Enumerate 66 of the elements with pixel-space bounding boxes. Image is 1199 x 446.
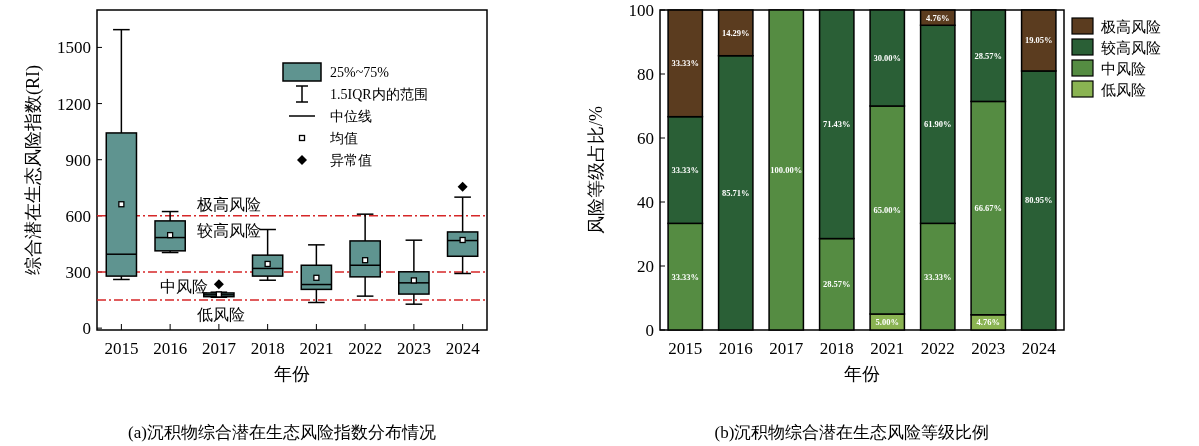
data-label: 33.33% [671, 58, 700, 69]
annotation: 均值 [329, 131, 358, 146]
y-tick-label: 900 [65, 150, 91, 170]
x-tick-label: 2023 [396, 339, 431, 358]
data-label: 4.76% [976, 317, 1000, 328]
data-label: 100.00% [770, 165, 803, 175]
legend-label: 中风险 [1101, 61, 1146, 77]
y-tick-label: 1500 [57, 38, 91, 58]
data-label: 71.43% [822, 119, 851, 130]
legend-label: 低风险 [1101, 82, 1146, 98]
y-tick-label: 60 [637, 129, 654, 148]
annotation: 1.5IQR内的范围 [330, 87, 428, 102]
data-label: 61.90% [923, 119, 952, 130]
y-tick-label: 600 [65, 206, 91, 226]
x-tick-label: 2016 [718, 339, 753, 358]
text: (b)沉积物综合潜在生态风险等级比例 [714, 423, 990, 442]
annotation: 异常值 [330, 153, 372, 168]
x-tick-label: 2023 [971, 339, 1006, 358]
data-label: 14.29% [721, 27, 750, 38]
annotation: 低风险 [196, 306, 245, 324]
data-label: 33.33% [923, 271, 952, 282]
data-label: 5.00% [875, 317, 899, 327]
data-label: 28.57% [822, 279, 851, 290]
x-axis-title: 年份 [274, 364, 310, 384]
y-tick-label: 20 [637, 257, 654, 276]
data-label: 19.05% [1024, 35, 1053, 46]
x-tick-label: 2017 [201, 339, 237, 358]
data-label: 30.00% [873, 53, 902, 63]
annotation: 中风险 [160, 277, 209, 295]
y-tick-label: 300 [65, 262, 91, 282]
legend-label: 较高风险 [1101, 40, 1161, 56]
data-label: 85.71% [721, 187, 750, 198]
x-tick-label: 2015 [104, 339, 139, 358]
data-label: 4.76% [926, 12, 950, 23]
legend-label: 极高风险 [1100, 19, 1161, 35]
x-tick-label: 2022 [920, 339, 955, 358]
x-tick-label: 2024 [1021, 339, 1057, 358]
x-tick-label: 2018 [819, 339, 854, 358]
annotation: 中位线 [330, 109, 372, 124]
annotation: 极高风险 [195, 195, 261, 213]
x-tick-label: 2017 [769, 339, 804, 358]
x-tick-label: 2021 [870, 339, 905, 358]
x-tick-label: 2021 [299, 339, 334, 358]
annotation: 较高风险 [196, 221, 261, 239]
x-tick-label: 2015 [668, 339, 703, 358]
data-label: 80.95% [1024, 195, 1053, 206]
y-tick-label: 40 [637, 193, 654, 212]
y-tick-label: 1200 [57, 94, 91, 114]
y-axis-title: 风险等级占比/% [586, 106, 606, 234]
legend-label: 25%~75% [330, 65, 390, 80]
y-tick-label: 100 [628, 1, 654, 20]
x-tick-label: 2022 [348, 339, 383, 358]
x-tick-label: 2024 [445, 339, 481, 358]
x-tick-label: 2018 [250, 339, 285, 358]
y-axis-title: 综合潜在生态风险指数(RI) [23, 65, 44, 275]
y-tick-label: 80 [637, 65, 654, 84]
data-label: 66.67% [974, 203, 1003, 214]
y-tick-label: 0 [645, 321, 654, 340]
x-axis-title: 年份 [844, 364, 880, 384]
data-label: 33.33% [671, 271, 700, 282]
data-label: 65.00% [873, 205, 902, 215]
y-tick-label: 0 [82, 319, 91, 339]
data-label: 33.33% [671, 165, 700, 176]
text: (a)沉积物综合潜在生态风险指数分布情况 [128, 423, 436, 442]
data-label: 28.57% [974, 50, 1003, 61]
x-tick-label: 2016 [153, 339, 188, 358]
